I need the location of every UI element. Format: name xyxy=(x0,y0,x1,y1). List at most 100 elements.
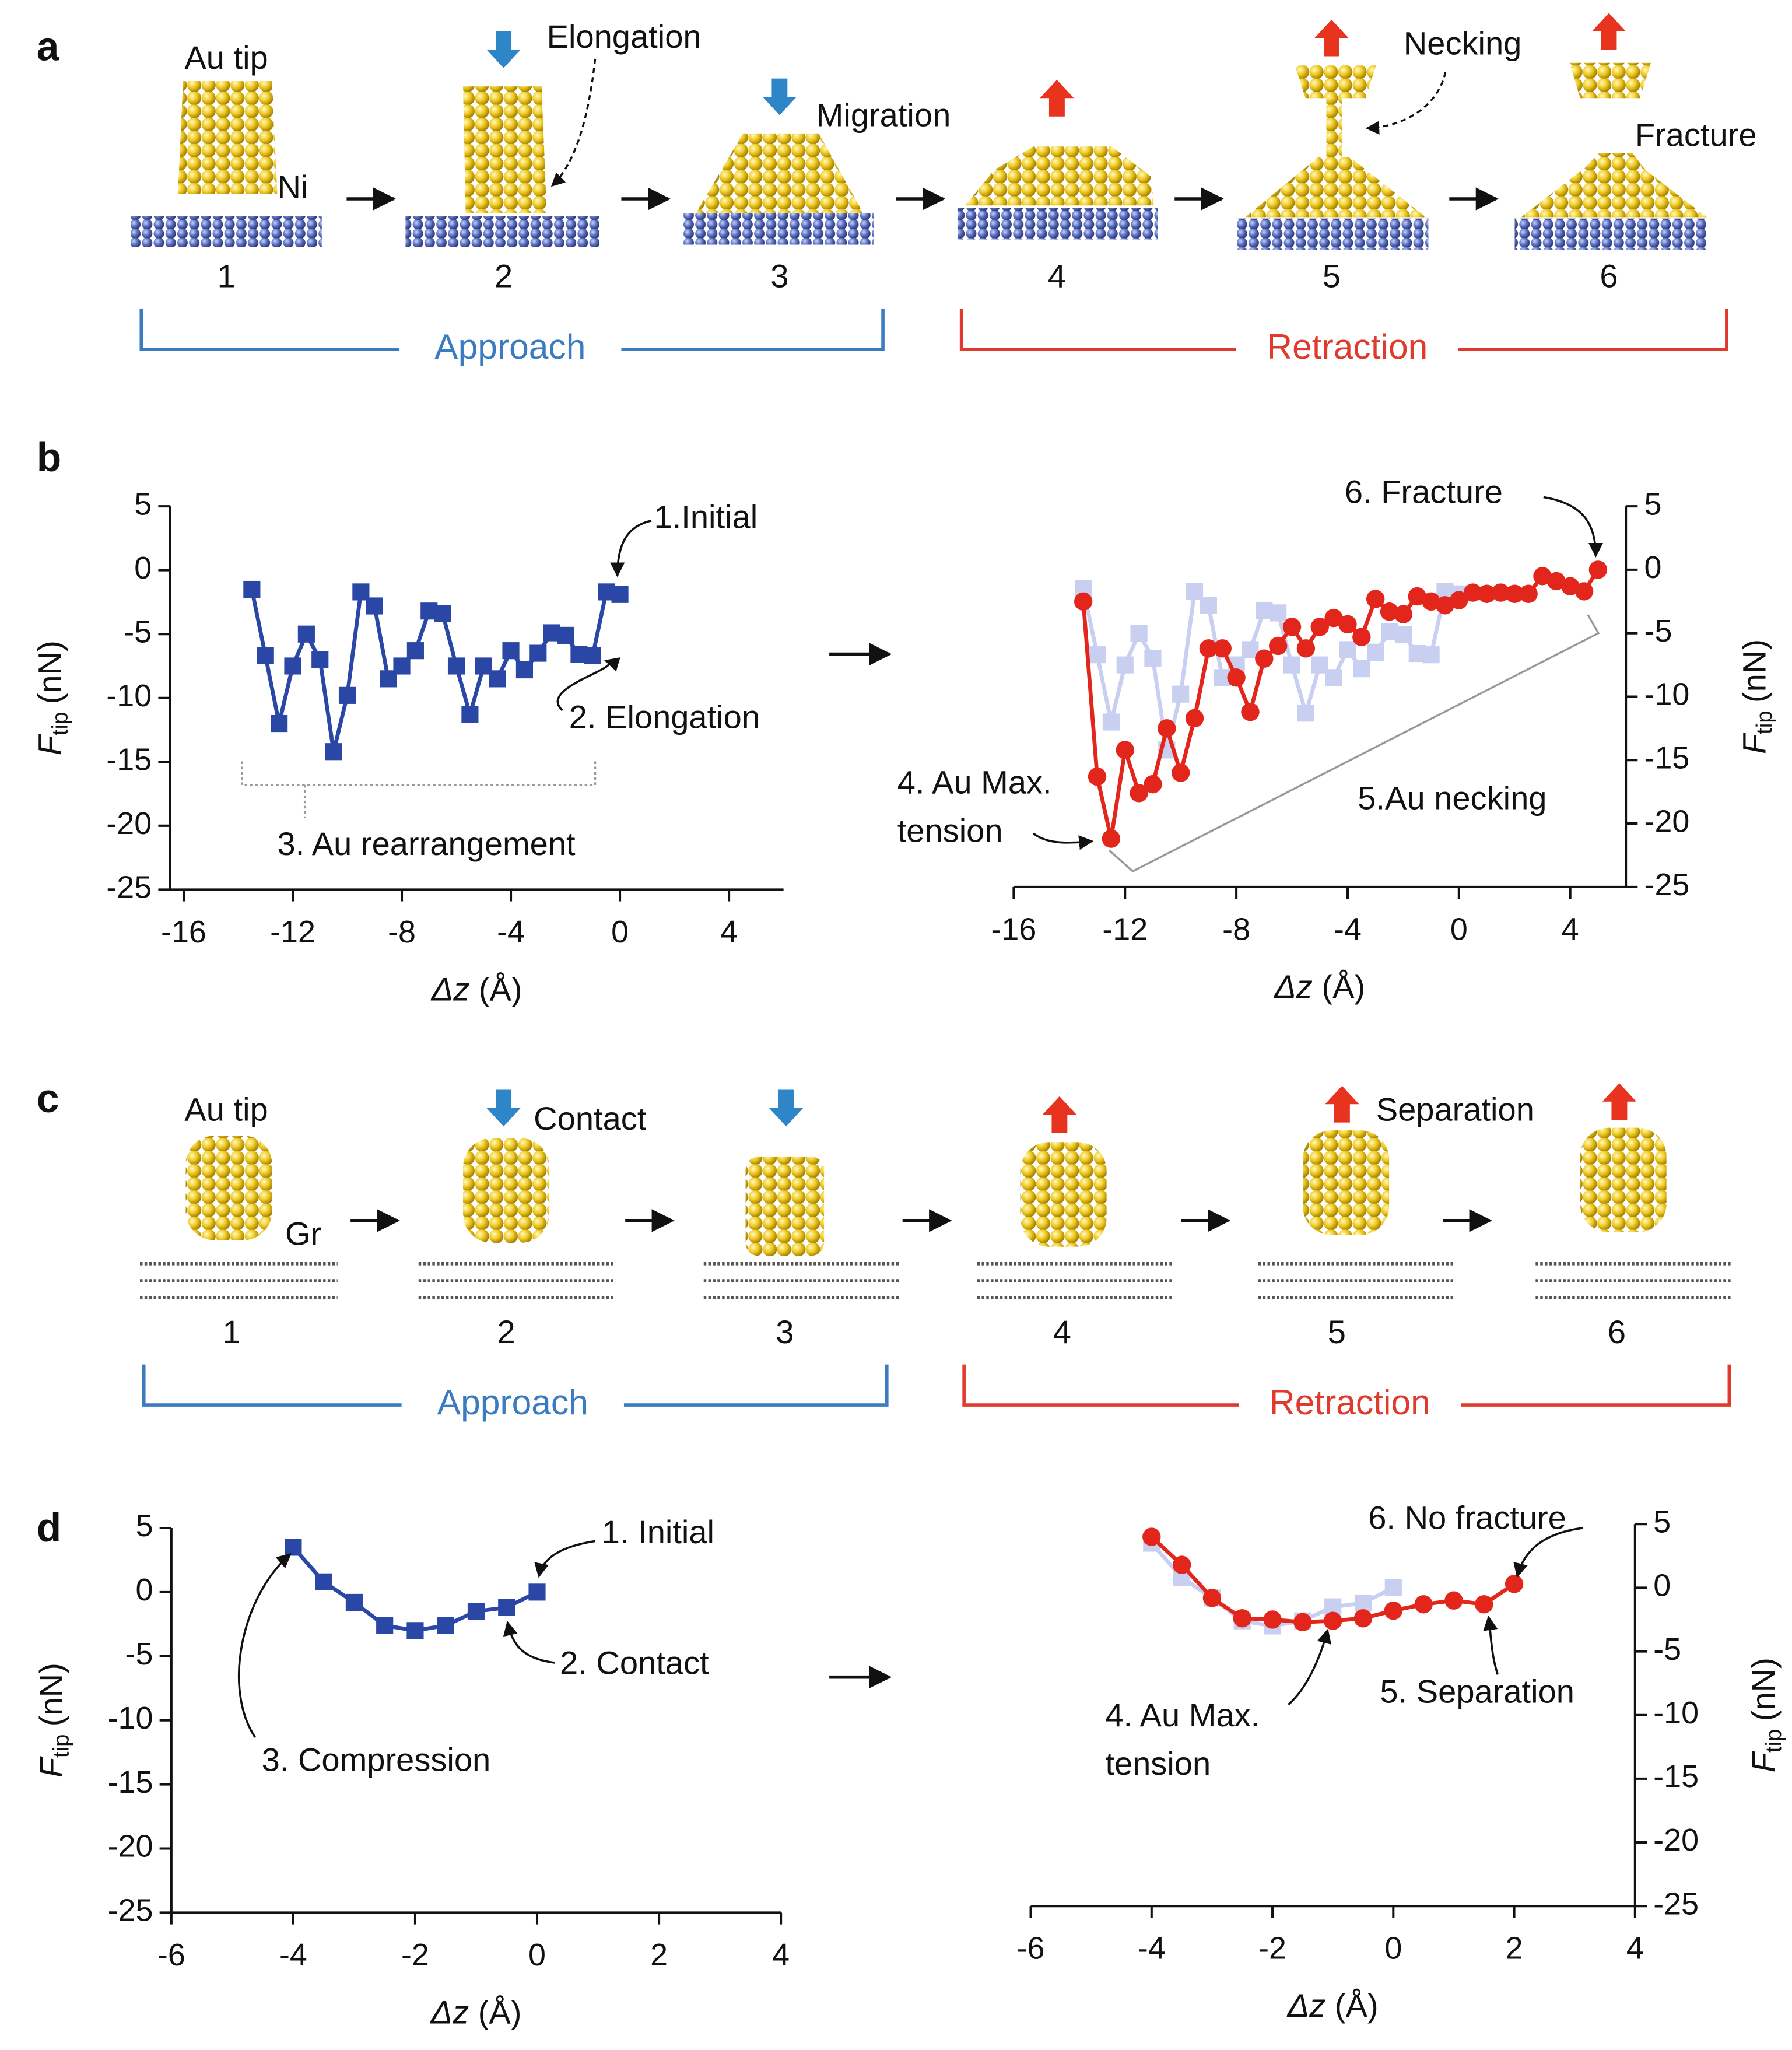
annotation: 3. Au rearrangement xyxy=(278,825,576,862)
dashed-arrow xyxy=(1365,72,1447,135)
x-tick-label: -4 xyxy=(497,914,525,949)
panel-label: c xyxy=(37,1075,59,1121)
data-point xyxy=(467,1603,485,1620)
data-point xyxy=(1394,626,1412,643)
ni-substrate xyxy=(1514,218,1706,250)
au-tip xyxy=(1580,1127,1667,1233)
y-tick-label: 5 xyxy=(136,1508,153,1543)
data-point xyxy=(515,661,533,679)
data-point xyxy=(1227,668,1246,687)
data-point xyxy=(1574,582,1594,601)
x-axis-unit: (Å) xyxy=(1335,1987,1379,2024)
y-axis-subscript: tip xyxy=(1761,1729,1786,1753)
y-axis-label: Ftip (nN) xyxy=(1735,639,1777,754)
data-point xyxy=(1130,784,1148,803)
annotation: 1. Initial xyxy=(602,1513,714,1550)
panel-label: d xyxy=(37,1505,61,1550)
data-point xyxy=(1263,1610,1282,1629)
annotation-arrow xyxy=(534,1540,595,1578)
steps: 1 2 3 4 5 6 Approach Retraction xyxy=(139,187,1728,366)
y-tick-label: -5 xyxy=(1644,614,1672,649)
au-tip xyxy=(463,1138,550,1243)
annotation: Contact xyxy=(534,1100,647,1137)
annotation: 4. Au Max. xyxy=(897,764,1052,801)
y-tick-label: 5 xyxy=(1653,1504,1671,1539)
data-point xyxy=(502,642,520,660)
data-point xyxy=(1282,618,1302,636)
y-tick-label: -15 xyxy=(108,1765,153,1800)
x-tick-label: -6 xyxy=(157,1937,185,1972)
x-axis-symbol: Δz xyxy=(429,1993,469,2030)
x-axis-label: Δz (Å) xyxy=(1273,968,1365,1005)
up-arrow xyxy=(1042,1096,1077,1133)
x-tick-label: 0 xyxy=(528,1937,546,1972)
y-tick-label: -20 xyxy=(1653,1823,1699,1858)
y-tick-label: -15 xyxy=(1653,1759,1699,1794)
data-point xyxy=(1296,639,1316,658)
annotation: tension xyxy=(1105,1745,1211,1782)
annotation: 6. No fracture xyxy=(1368,1499,1566,1536)
phase-label: Approach xyxy=(434,327,585,366)
data-point xyxy=(1102,829,1121,848)
annotation-arrow xyxy=(556,657,620,712)
x-tick-label: 0 xyxy=(1384,1931,1402,1966)
x-axis-unit: (Å) xyxy=(478,1993,522,2030)
y-tick-label: -5 xyxy=(124,614,152,649)
au-tip xyxy=(1295,65,1376,99)
ni-substrate xyxy=(957,208,1158,240)
tip-label: Au tip xyxy=(184,1091,268,1127)
x-tick-label: -12 xyxy=(270,914,315,949)
y-axis-label: Ftip (nN) xyxy=(33,1663,74,1778)
graphene-layers xyxy=(140,1262,1732,1299)
step-number: 2 xyxy=(497,1313,515,1350)
annotation-arrow xyxy=(1483,1616,1499,1675)
x-axis-label: Δz (Å) xyxy=(429,1993,521,2030)
y-tick-label: -5 xyxy=(1653,1632,1681,1667)
annotation: 6. Fracture xyxy=(1345,474,1503,510)
x-tick-label: -8 xyxy=(1222,912,1250,947)
x-tick-label: -4 xyxy=(1334,912,1362,947)
annotation-bracket xyxy=(241,761,597,818)
annotation: Fracture xyxy=(1635,116,1757,153)
y-tick-label: -10 xyxy=(1653,1695,1699,1730)
x-tick-label: -8 xyxy=(388,914,416,949)
au-tip xyxy=(745,1156,825,1256)
data-point xyxy=(1505,1575,1524,1593)
annotation-arrow xyxy=(503,1621,555,1664)
phase-bracket xyxy=(139,309,885,351)
data-point xyxy=(1354,1595,1372,1612)
up-arrow xyxy=(1314,19,1349,57)
y-tick-label: -25 xyxy=(106,870,152,905)
annotation: 3. Compression xyxy=(262,1741,491,1778)
data-point xyxy=(1339,641,1356,658)
step-number: 4 xyxy=(1053,1313,1071,1350)
y-tick-label: 5 xyxy=(1644,486,1662,521)
data-point xyxy=(297,625,315,643)
data-point xyxy=(1283,656,1301,674)
data-point xyxy=(1171,763,1190,782)
panel-label: a xyxy=(37,24,60,69)
au-tip xyxy=(1245,157,1426,218)
data-point xyxy=(1297,705,1314,722)
data-point xyxy=(1547,572,1566,591)
data-point xyxy=(345,1593,363,1611)
x-tick-label: -4 xyxy=(279,1937,307,1972)
x-tick-label: 4 xyxy=(772,1937,790,1972)
annotation: 5.Au necking xyxy=(1358,780,1546,817)
y-axis-subscript: tip xyxy=(1752,710,1777,734)
up-arrow xyxy=(1602,1083,1637,1120)
step-number: 6 xyxy=(1600,258,1618,295)
ni-substrate xyxy=(682,213,874,245)
x-tick-label: -6 xyxy=(1017,1931,1045,1966)
data-point xyxy=(1172,685,1190,703)
data-point xyxy=(1074,592,1093,611)
step-number: 3 xyxy=(770,258,788,295)
ni-substrate xyxy=(1237,218,1429,250)
data-point xyxy=(437,1617,454,1634)
data-point xyxy=(406,1622,424,1639)
data-point xyxy=(1241,702,1260,721)
au-tip xyxy=(696,133,864,213)
x-axis-symbol: Δz xyxy=(1286,1987,1326,2024)
y-tick-label: -25 xyxy=(1644,867,1690,902)
step-number: 4 xyxy=(1048,258,1066,295)
